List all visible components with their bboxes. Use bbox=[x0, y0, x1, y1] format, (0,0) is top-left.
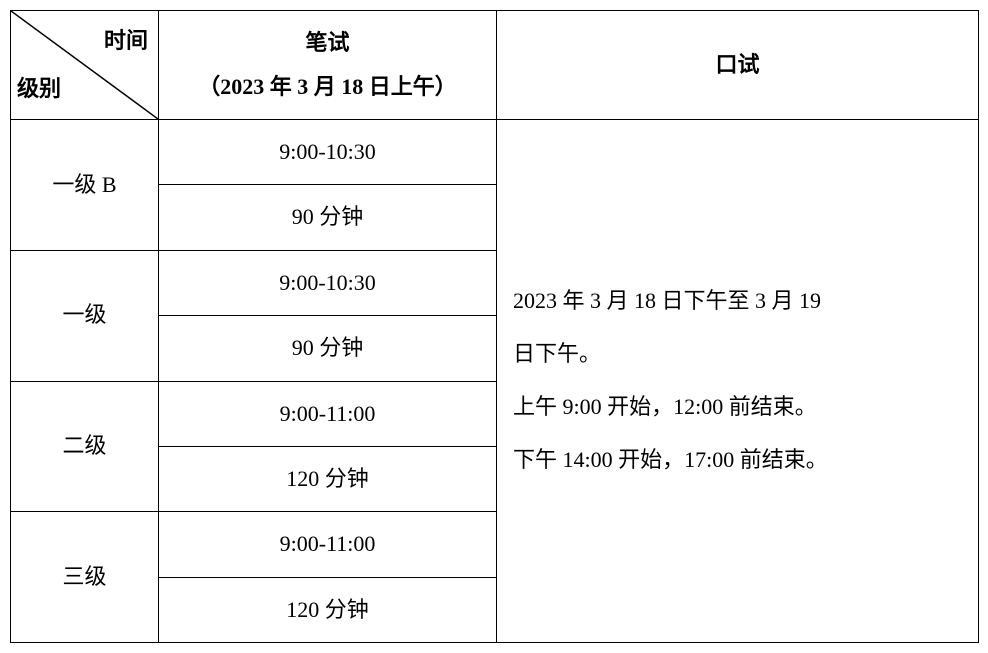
oral-line: 日下午。 bbox=[513, 328, 962, 381]
written-duration-cell: 120 分钟 bbox=[159, 577, 497, 642]
written-time-cell: 9:00-10:30 bbox=[159, 120, 497, 185]
table-header-row: 时间 级别 笔试 （2023 年 3 月 18 日上午） 口试 bbox=[11, 11, 979, 120]
oral-desc-cell: 2023 年 3 月 18 日下午至 3 月 19 日下午。 上午 9:00 开… bbox=[497, 120, 979, 643]
level-cell: 二级 bbox=[11, 381, 159, 512]
written-time-cell: 9:00-11:00 bbox=[159, 512, 497, 577]
oral-line: 上午 9:00 开始，12:00 前结束。 bbox=[513, 381, 962, 434]
header-written-cell: 笔试 （2023 年 3 月 18 日上午） bbox=[159, 11, 497, 120]
written-duration-cell: 90 分钟 bbox=[159, 185, 497, 250]
written-duration-cell: 120 分钟 bbox=[159, 446, 497, 511]
header-level-label: 级别 bbox=[17, 65, 61, 113]
written-time-cell: 9:00-10:30 bbox=[159, 250, 497, 315]
header-oral-cell: 口试 bbox=[497, 11, 979, 120]
written-time-cell: 9:00-11:00 bbox=[159, 381, 497, 446]
level-cell: 一级 B bbox=[11, 120, 159, 251]
header-time-label: 时间 bbox=[104, 17, 148, 65]
header-diagonal-cell: 时间 级别 bbox=[11, 11, 159, 120]
exam-schedule-table: 时间 级别 笔试 （2023 年 3 月 18 日上午） 口试 一级 B 9:0… bbox=[10, 10, 979, 643]
written-duration-cell: 90 分钟 bbox=[159, 316, 497, 381]
oral-line: 下午 14:00 开始，17:00 前结束。 bbox=[513, 434, 962, 487]
oral-line: 2023 年 3 月 18 日下午至 3 月 19 bbox=[513, 275, 962, 328]
level-cell: 三级 bbox=[11, 512, 159, 643]
header-written-title: 笔试 bbox=[163, 21, 492, 65]
table-row: 一级 B 9:00-10:30 2023 年 3 月 18 日下午至 3 月 1… bbox=[11, 120, 979, 185]
level-cell: 一级 bbox=[11, 250, 159, 381]
header-written-subtitle: （2023 年 3 月 18 日上午） bbox=[163, 65, 492, 109]
